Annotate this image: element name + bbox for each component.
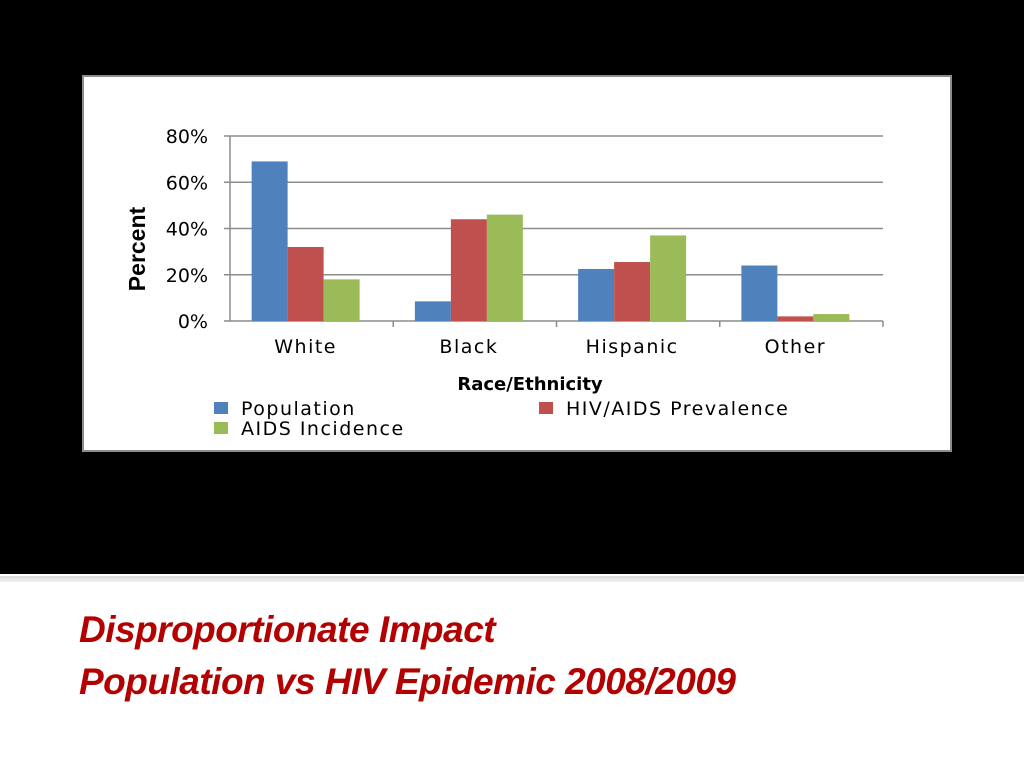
y-tick-label: 20% [166, 265, 208, 287]
x-tick-label: Other [765, 336, 826, 358]
bar-aids-incidence-white [323, 279, 360, 321]
bar-population-black [414, 301, 451, 321]
slide-title-line-1: Disproportionate Impact [79, 609, 496, 650]
x-axis-title: Race/Ethnicity [457, 374, 603, 395]
y-tick-label: 40% [166, 219, 208, 241]
legend-label-aids-incidence: AIDS Incidence [241, 418, 405, 440]
bar-population-white [251, 161, 288, 321]
slide-divider [0, 576, 1024, 582]
bar-aids-incidence-hispanic [650, 235, 687, 321]
bar-aids-incidence-black [486, 214, 523, 321]
slide-title-line-2: Population vs HIV Epidemic 2008/2009 [79, 661, 736, 702]
y-tick-label: 80% [166, 126, 208, 148]
legend-label-hiv-aids-prevalence: HIV/AIDS Prevalence [566, 398, 789, 420]
bar-population-hispanic [578, 268, 615, 321]
bar-hiv-aids-prevalence-other [777, 316, 814, 321]
bar-aids-incidence-other [813, 314, 850, 321]
y-tick-label: 60% [166, 172, 208, 194]
x-tick-label: Hispanic [586, 336, 679, 358]
legend-swatch-hiv-aids-prevalence [539, 402, 553, 414]
legend-swatch-aids-incidence [214, 422, 228, 434]
bar-hiv-aids-prevalence-hispanic [614, 262, 651, 321]
y-tick-label: 0% [178, 311, 208, 333]
x-tick-label: White [274, 336, 337, 358]
legend-swatch-population [214, 402, 228, 414]
slide-title: Disproportionate Impact Population vs HI… [79, 604, 979, 708]
x-tick-label: Black [439, 336, 498, 358]
bar-chart: 0% 20% 40% 60% 80% White Black Hispanic Other Rac… [124, 126, 884, 440]
legend-label-population: Population [241, 398, 356, 420]
bar-population-other [741, 265, 778, 321]
bar-hiv-aids-prevalence-black [450, 219, 487, 321]
y-axis-title: Percent [124, 206, 150, 291]
chart-frame: 0% 20% 40% 60% 80% White Black Hispanic Other Rac… [82, 75, 952, 452]
bar-hiv-aids-prevalence-white [287, 247, 324, 321]
